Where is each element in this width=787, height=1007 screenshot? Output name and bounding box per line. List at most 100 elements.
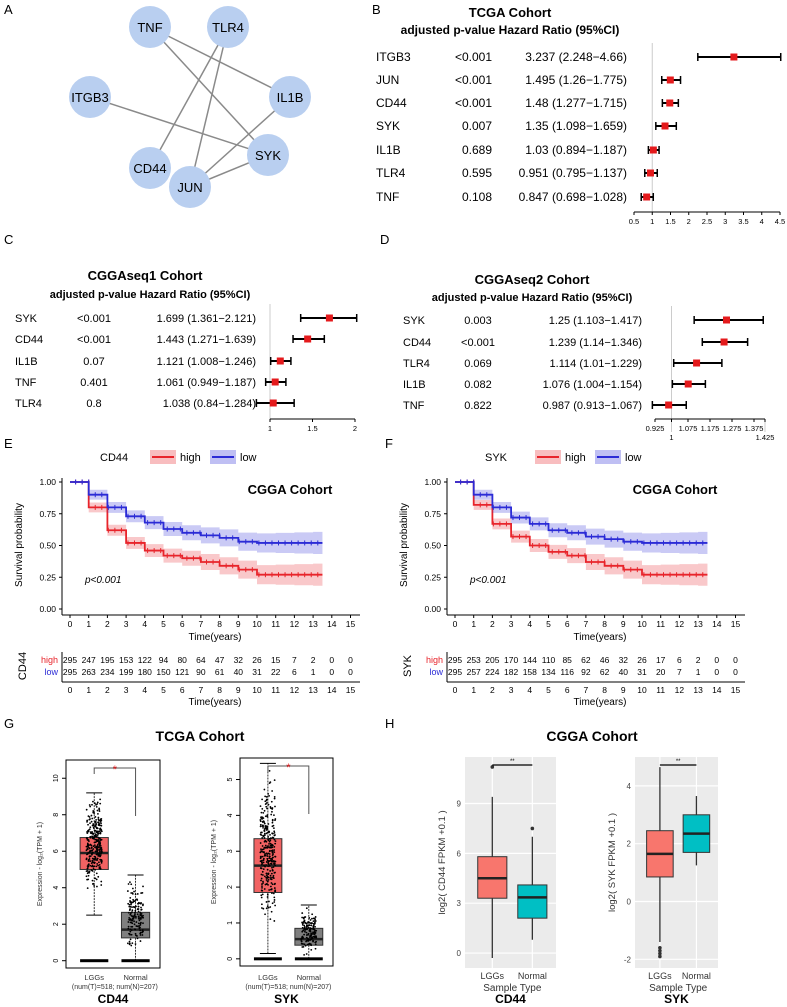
jitter-point <box>128 903 131 906</box>
risk-count: 32 <box>619 655 629 665</box>
forest-plot-B: TCGA Cohort adjusted p-value Hazard Ratio… <box>376 5 785 226</box>
risk-count: 22 <box>271 667 281 677</box>
jitter-point <box>269 844 272 847</box>
y-tick-label: 2 <box>53 922 60 926</box>
y-tick-label: 4 <box>627 782 632 791</box>
jitter-point <box>89 864 92 867</box>
jitter-point <box>99 867 102 870</box>
gene-label: TNF <box>15 377 37 389</box>
y-tick-label: 6 <box>53 849 60 853</box>
jitter-point <box>261 855 264 858</box>
box-plots-H: CGGA Cohort 0 3 6 9 log2( CD44 FPKM +0.1 ) LGG… <box>437 728 718 1006</box>
jitter-point <box>263 851 266 854</box>
jitter-point <box>312 933 315 935</box>
jitter-point <box>93 855 96 858</box>
x-tick-label: 6 <box>565 685 570 695</box>
jitter-point <box>89 818 91 820</box>
jitter-point <box>315 935 318 938</box>
legend-label: high <box>565 452 586 464</box>
x-tick-label: 1 <box>86 619 91 629</box>
jitter-point <box>100 848 103 851</box>
jitter-point <box>314 943 317 946</box>
jitter-point <box>129 928 132 931</box>
jitter-point <box>274 864 277 867</box>
jitter-point <box>85 870 88 873</box>
risk-table-label: SYK <box>402 654 414 677</box>
tick-label: 2 <box>353 424 357 433</box>
jitter-point <box>306 924 308 927</box>
jitter-point <box>266 815 269 818</box>
jitter-point <box>89 822 91 825</box>
jitter-point <box>269 839 272 842</box>
jitter-point <box>100 884 103 886</box>
jitter-point <box>265 826 267 829</box>
jitter-point <box>274 890 276 893</box>
jitter-point <box>268 864 271 867</box>
jitter-point <box>127 927 130 930</box>
network-node <box>169 166 211 208</box>
jitter-point <box>139 929 142 932</box>
jitter-point <box>312 931 315 934</box>
jitter-point <box>307 938 310 941</box>
risk-count: 0 <box>329 667 334 677</box>
hr-point <box>666 76 674 84</box>
risk-count: 2 <box>696 655 701 665</box>
risk-count: 40 <box>234 667 244 677</box>
x-axis-label: Time(years) <box>574 697 627 708</box>
jitter-point <box>85 837 88 839</box>
jitter-point <box>274 904 277 907</box>
jitter-point <box>308 936 311 939</box>
jitter-point <box>265 805 268 808</box>
x-axis-label: Sample Type <box>649 983 708 994</box>
risk-count: 205 <box>485 655 499 665</box>
tick-label: 1 <box>650 217 654 226</box>
jitter-point <box>267 873 270 876</box>
jitter-point <box>311 937 314 940</box>
x-tick-label: 0 <box>453 619 458 629</box>
jitter-point <box>97 821 100 824</box>
jitter-point <box>98 840 101 842</box>
jitter-point <box>99 820 102 823</box>
hazard-ratio-text: 0.987 (0.913−1.067) <box>543 400 642 412</box>
forest-header: adjusted p-value Hazard Ratio (95%CI) <box>432 292 633 304</box>
jitter-point <box>127 902 130 905</box>
hr-point <box>269 399 277 407</box>
jitter-point <box>91 857 94 860</box>
jitter-point <box>132 915 135 918</box>
jitter-point <box>274 834 276 836</box>
x-tick-label: 13 <box>308 685 318 695</box>
jitter-point <box>266 875 269 878</box>
hr-point <box>665 401 673 409</box>
box-plot-SYK: 0 1 2 3 4 5 Expression - log₂(TPM + 1) LGGs Norm… <box>211 757 334 1006</box>
p-value: 0.003 <box>464 315 492 327</box>
tick-label: 3 <box>723 217 727 226</box>
risk-count: 0 <box>348 655 353 665</box>
p-value: 0.595 <box>462 166 492 180</box>
jitter-point <box>96 885 98 888</box>
jitter-point <box>267 878 270 881</box>
outlier <box>658 948 662 953</box>
x-tick-label: 10 <box>252 685 262 695</box>
jitter-point <box>313 935 316 938</box>
jitter-point <box>91 835 93 838</box>
jitter-point <box>89 836 92 839</box>
jitter-point <box>305 907 308 910</box>
jitter-point <box>302 917 305 920</box>
jitter-point <box>261 862 264 865</box>
x-tick-label: 13 <box>693 685 703 695</box>
x-category-label: Normal <box>682 971 711 981</box>
legend-label: high <box>180 452 201 464</box>
x-tick-label: 11 <box>271 619 280 629</box>
jitter-point <box>95 818 98 821</box>
jitter-point <box>263 854 266 857</box>
jitter-point <box>87 823 89 826</box>
jitter-point <box>268 857 271 860</box>
risk-count: 26 <box>637 655 647 665</box>
significance-mark: ** <box>510 759 515 765</box>
jitter-point <box>136 937 139 940</box>
jitter-point <box>264 815 267 818</box>
jitter-point <box>273 831 276 834</box>
legend-label: low <box>240 452 257 464</box>
x-axis-label: Time(years) <box>189 697 242 708</box>
